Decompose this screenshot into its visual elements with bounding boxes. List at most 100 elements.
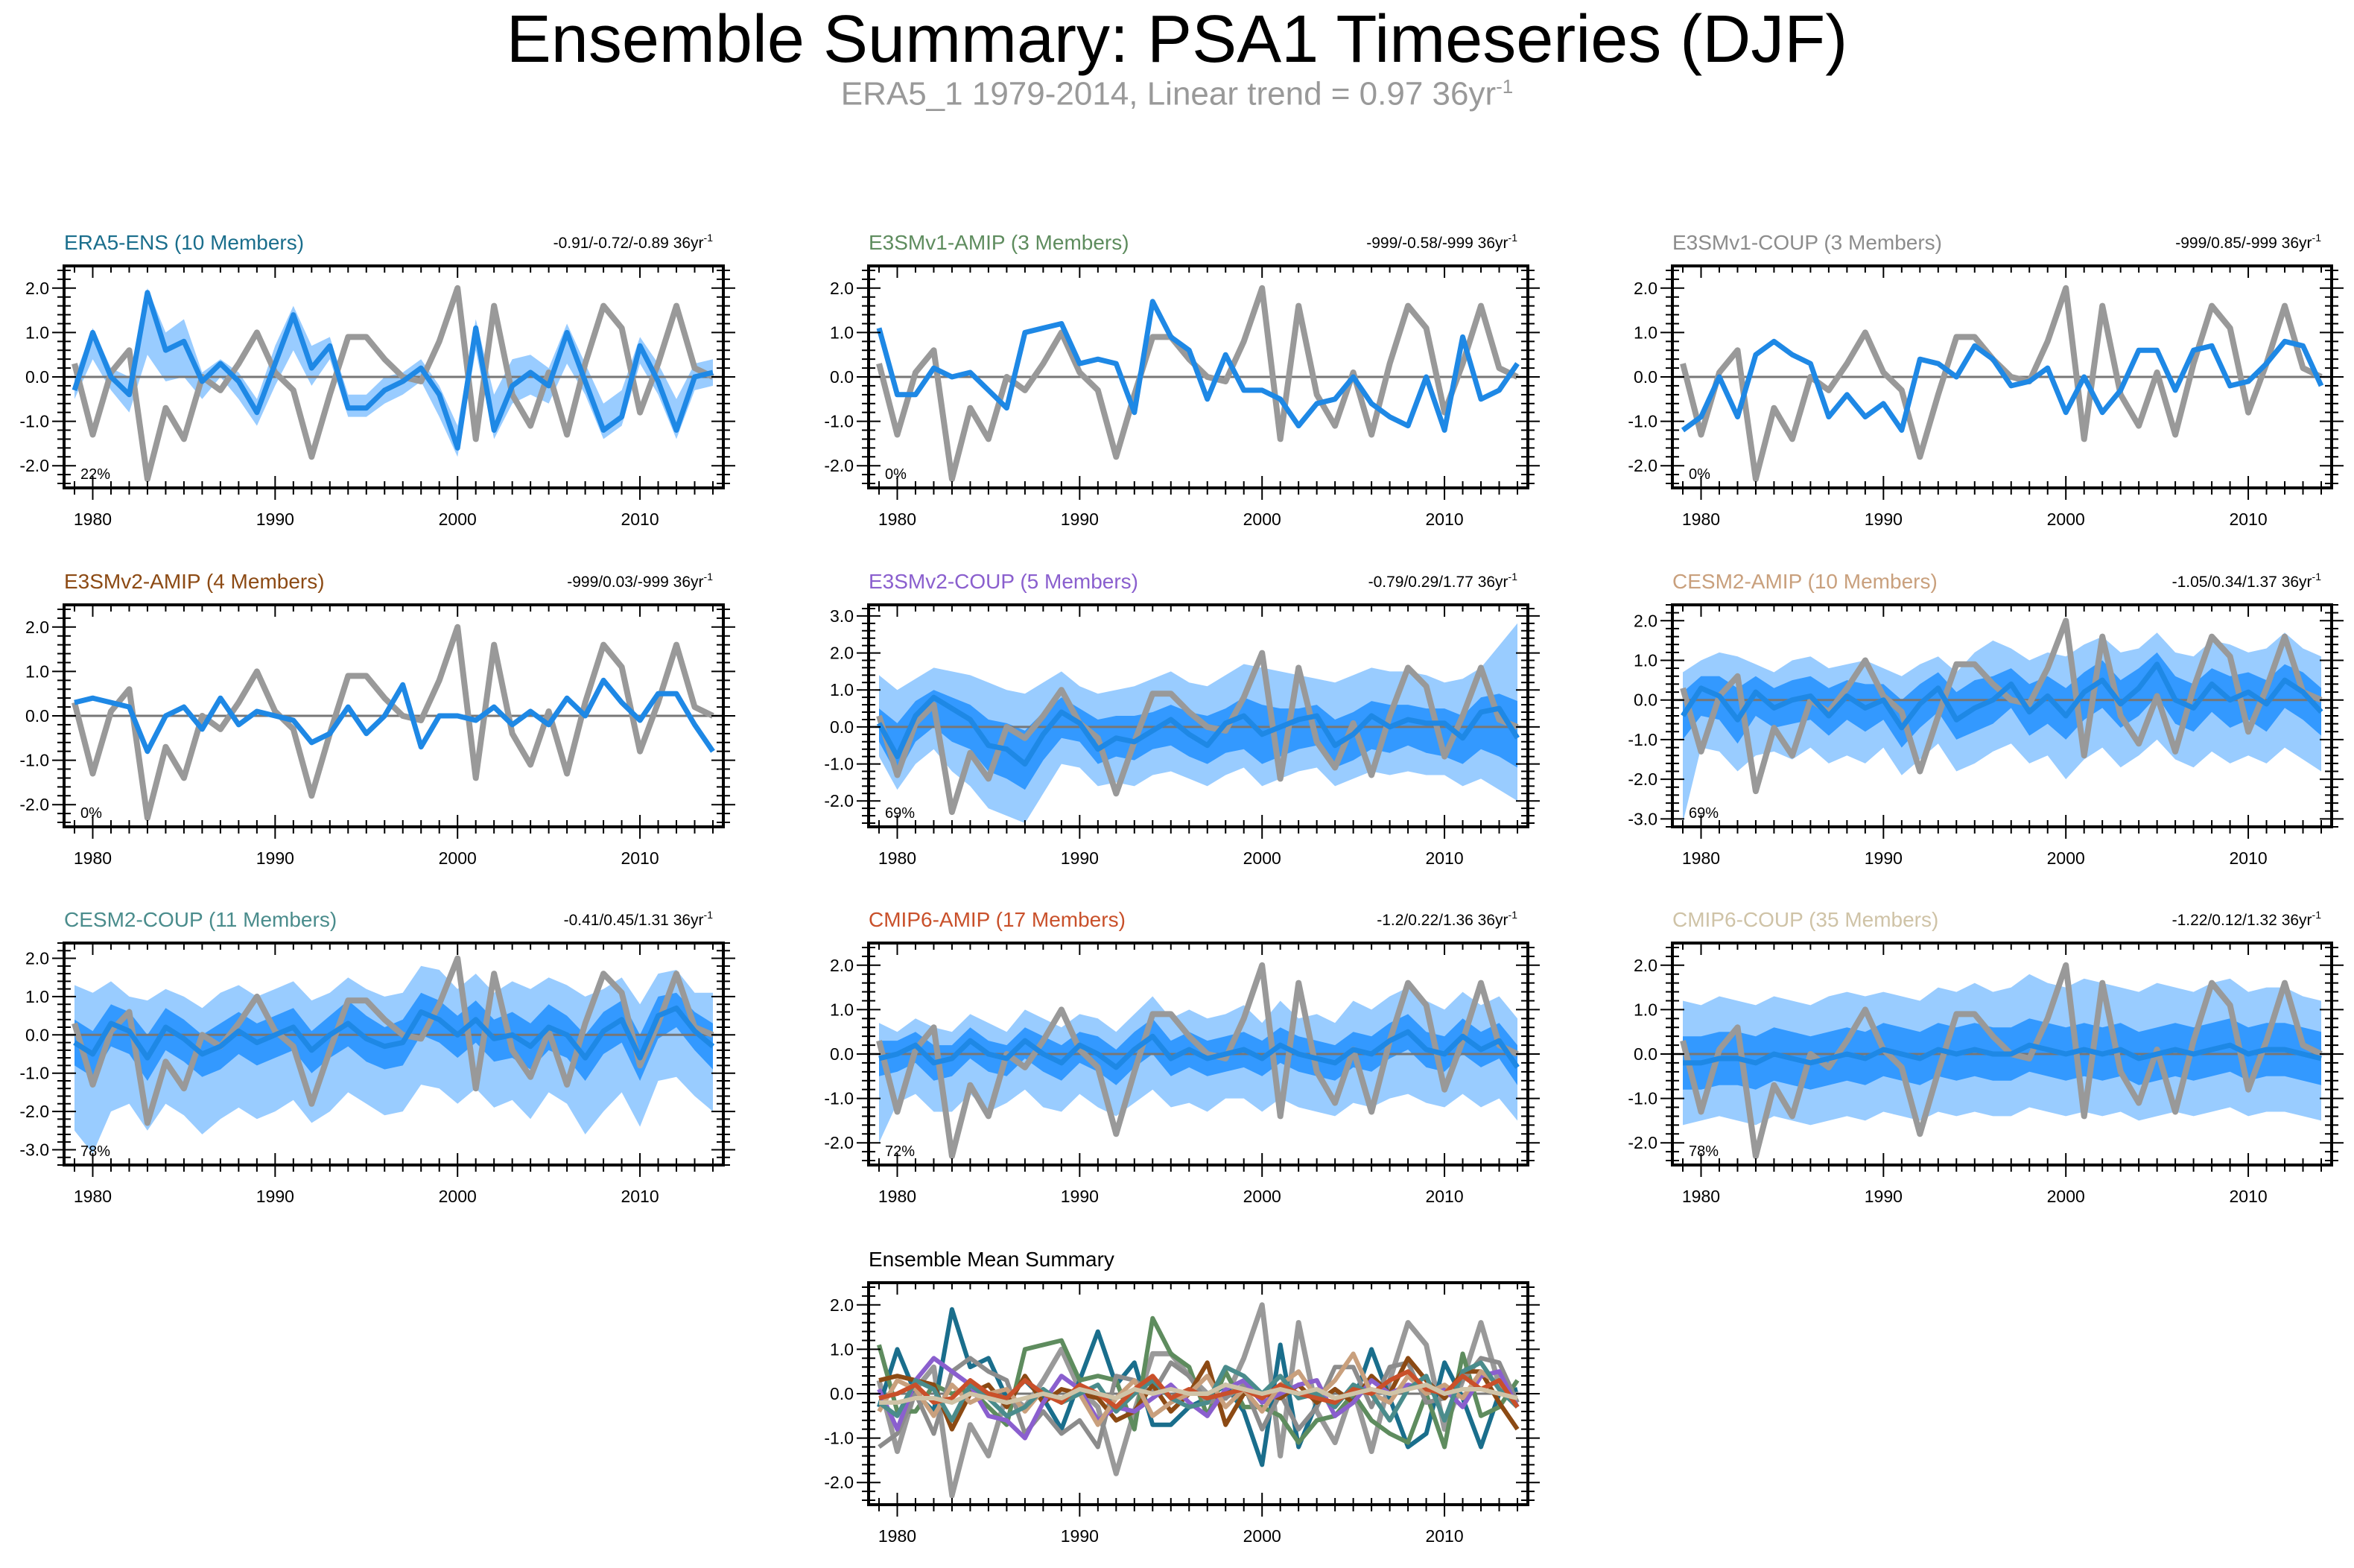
panel-title: ERA5-ENS (10 Members) (64, 231, 304, 254)
x-tick-label: 1980 (878, 510, 916, 529)
y-tick-label: -2.0 (824, 791, 854, 810)
y-tick-label: 1.0 (830, 323, 854, 342)
panel-trend: -0.79/0.29/1.77 36yr-1 (1368, 571, 1518, 591)
panel-trend-superscript: -1 (1508, 909, 1518, 921)
ensemble-mean-line (1681, 338, 2324, 433)
ensemble-mean-line (876, 299, 1520, 433)
obs-series-line (1680, 285, 2323, 483)
y-tick-label: 1.0 (1634, 651, 1657, 670)
panel-plot-area (869, 285, 1528, 483)
subtitle-superscript: -1 (1496, 75, 1514, 98)
x-tick-label: 1990 (256, 510, 294, 529)
y-tick-label: 0.0 (1634, 691, 1657, 710)
panel-plot-area (64, 955, 723, 1154)
panel-9: CMIP6-COUP (35 Members) -1.22/0.12/1.32 3… (1628, 908, 2344, 1206)
x-tick-label: 1990 (1061, 510, 1099, 529)
panel-trend-superscript: -1 (704, 571, 714, 583)
y-tick-label: -2.0 (19, 795, 49, 814)
summary-series-line-9 (879, 1383, 1518, 1405)
panel-plot-area (869, 623, 1528, 823)
panel-title: Ensemble Mean Summary (869, 1248, 1114, 1271)
panel-7: CESM2-COUP (11 Members) -0.41/0.45/1.31 3… (19, 908, 735, 1206)
panel-1: ERA5-ENS (10 Members) -0.91/-0.72/-0.89 3… (19, 231, 735, 529)
x-tick-label: 1980 (878, 848, 916, 868)
y-tick-label: -1.0 (824, 1089, 854, 1108)
y-tick-label: -3.0 (19, 1140, 49, 1159)
obs-series-line (1680, 962, 2323, 1160)
panel-trend-superscript: -1 (2312, 232, 2322, 244)
x-tick-label: 2000 (1243, 848, 1281, 868)
x-tick-label: 1980 (878, 1187, 916, 1206)
y-tick-label: 0.0 (830, 717, 854, 737)
y-tick-label: 2.0 (25, 618, 49, 637)
panel-percent: 78% (80, 1143, 110, 1160)
panel-trend-superscript: -1 (1508, 232, 1518, 244)
panel-plot-area (1672, 285, 2332, 483)
panel-10: Ensemble Mean Summary 1980 1990 2000 2010 2.0… (824, 1248, 1540, 1546)
panel-trend-superscript: -1 (2312, 909, 2322, 921)
x-tick-label: 2010 (1425, 1526, 1463, 1546)
x-tick-label: 2010 (621, 848, 659, 868)
panel-trend: -999/0.85/-999 36yr-1 (2175, 232, 2321, 252)
x-tick-label: 2000 (439, 510, 477, 529)
x-tick-label: 1980 (1682, 1187, 1720, 1206)
y-tick-label: 1.0 (1634, 323, 1657, 342)
panel-percent: 22% (80, 466, 110, 483)
x-tick-label: 2000 (439, 848, 477, 868)
panel-percent: 72% (885, 1143, 915, 1160)
ensemble-outer-band (1683, 632, 2321, 823)
panel-5: E3SMv2-COUP (5 Members) -0.79/0.29/1.77 3… (824, 570, 1540, 868)
panel-percent: 0% (1689, 466, 1710, 483)
panel-percent: 69% (885, 805, 915, 822)
y-tick-label: -2.0 (824, 1473, 854, 1492)
summary-series-line-3 (878, 1356, 1520, 1450)
y-tick-label: -1.0 (1628, 412, 1657, 431)
y-tick-label: -1.0 (19, 1064, 49, 1083)
panel-trend: -0.91/-0.72/-0.89 36yr-1 (553, 232, 714, 252)
x-tick-label: 2010 (621, 1187, 659, 1206)
x-tick-label: 1980 (1682, 848, 1720, 868)
x-tick-label: 2000 (2047, 848, 2085, 868)
y-tick-label: -3.0 (1628, 809, 1657, 828)
y-tick-label: -1.0 (824, 1429, 854, 1448)
panel-trend-superscript: -1 (704, 232, 714, 244)
panel-8: CMIP6-AMIP (17 Members) -1.2/0.22/1.36 36… (824, 908, 1540, 1206)
y-tick-label: 2.0 (25, 279, 49, 298)
ensemble-mean-line (878, 1029, 1520, 1070)
y-tick-label: 2.0 (830, 956, 854, 975)
y-tick-label: 0.0 (25, 367, 49, 387)
x-tick-label: 1980 (74, 848, 112, 868)
y-tick-label: -1.0 (19, 751, 49, 770)
obs-series-line (72, 623, 714, 822)
x-tick-label: 1990 (256, 1187, 294, 1206)
subtitle-text: ERA5_1 1979-2014, Linear trend = 0.97 36… (840, 75, 1497, 112)
y-tick-label: 0.0 (25, 1025, 49, 1044)
ensemble-mean-line (72, 290, 714, 451)
y-tick-label: 0.0 (830, 1384, 854, 1403)
y-tick-label: 0.0 (25, 706, 49, 726)
y-tick-label: 0.0 (1634, 367, 1657, 387)
x-tick-label: 2000 (1243, 510, 1281, 529)
y-tick-label: 2.0 (830, 1295, 854, 1315)
panel-percent: 78% (1689, 1143, 1719, 1160)
y-tick-label: -2.0 (1628, 1133, 1657, 1152)
y-tick-label: 1.0 (1634, 1000, 1657, 1019)
x-tick-label: 2000 (1243, 1187, 1281, 1206)
ensemble-mean-line (1683, 1042, 2322, 1066)
y-tick-label: 1.0 (830, 1000, 854, 1019)
obs-series-line (876, 962, 1519, 1160)
panel-frame (63, 942, 725, 1167)
panel-title: CMIP6-AMIP (17 Members) (869, 908, 1126, 931)
y-tick-label: 2.0 (1634, 279, 1657, 298)
ensemble-mean-line (73, 1005, 715, 1061)
panel-2: E3SMv1-AMIP (3 Members) -999/-0.58/-999 3… (824, 231, 1540, 529)
figure-subtitle: ERA5_1 1979-2014, Linear trend = 0.97 36… (0, 76, 2354, 112)
panel-trend: -999/-0.58/-999 36yr-1 (1366, 232, 1517, 252)
y-tick-label: -2.0 (19, 456, 49, 475)
panel-plot-area (1672, 618, 2332, 823)
panel-plot-area (869, 1302, 1528, 1499)
panel-title: CMIP6-COUP (35 Members) (1672, 908, 1938, 931)
x-tick-label: 1990 (256, 848, 294, 868)
x-tick-label: 1990 (1865, 848, 1903, 868)
